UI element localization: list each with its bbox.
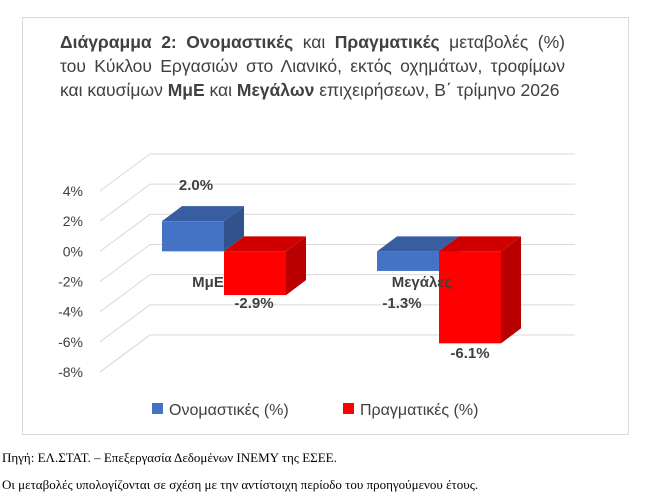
title-part: επιχειρήσεων, Β΄ τρίμηνο 2026 <box>314 80 560 100</box>
bar-front-real <box>439 251 501 344</box>
title-part: μεταβολές (%) του Κύκλου Εργασιών στο Λι… <box>60 32 565 100</box>
gridline <box>99 183 151 222</box>
gridline <box>99 213 151 252</box>
data-label: 2.0% <box>179 177 213 194</box>
y-tick-label: 0% <box>63 243 83 259</box>
y-tick-label: -6% <box>58 334 83 350</box>
y-tick-label: 4% <box>63 183 83 199</box>
title-part: και <box>204 80 237 100</box>
bar-side-face <box>224 206 244 252</box>
bar-side-face <box>286 236 306 296</box>
gridline <box>99 153 151 192</box>
gridline <box>99 334 151 373</box>
bar-top-face <box>162 206 244 222</box>
y-tick-label: -2% <box>58 274 83 290</box>
legend-label: Ονομαστικές (%) <box>169 402 289 419</box>
gridline <box>99 244 151 282</box>
source-note: Πηγή: ΕΛ.ΣΤΑΤ. – Επεξεργασία Δεδομένων Ι… <box>2 450 337 465</box>
chart-frame <box>22 17 629 435</box>
y-tick-label: 2% <box>63 213 83 229</box>
bar-top-face <box>377 236 459 252</box>
chart-title: Διάγραμμα 2: Ονομαστικές και Πραγματικές… <box>60 30 565 102</box>
y-tick-label: -8% <box>58 364 83 380</box>
category-label: ΜμΕ <box>192 274 224 291</box>
data-label: -6.1% <box>450 345 489 362</box>
methodology-note: Οι μεταβολές υπολογίζονται σε σχέση με τ… <box>2 477 479 492</box>
legend-label: Πραγματικές (%) <box>360 402 478 419</box>
gridline <box>99 304 151 343</box>
title-part: Ονομαστικές <box>186 32 294 52</box>
bar-side-face <box>501 236 521 344</box>
title-part: Πραγματικές <box>334 32 440 52</box>
gridline <box>99 274 151 313</box>
legend-swatch <box>343 403 354 414</box>
bar-top-face <box>224 236 306 252</box>
title-part: Μεγάλων <box>236 80 315 100</box>
category-label: Μεγάλες <box>392 274 453 291</box>
title-part: Διάγραμμα 2: <box>60 32 187 52</box>
data-label: -1.3% <box>382 295 421 312</box>
bar-front-nominal <box>162 221 224 252</box>
y-tick-label: -4% <box>58 304 83 320</box>
bar-top-face <box>439 236 521 252</box>
bar-front-nominal <box>377 251 439 271</box>
data-label: -2.9% <box>234 295 273 312</box>
title-part: και <box>293 32 335 52</box>
title-part: ΜμΕ <box>167 80 205 100</box>
legend-swatch <box>152 403 163 414</box>
bar-front-real <box>224 251 286 296</box>
